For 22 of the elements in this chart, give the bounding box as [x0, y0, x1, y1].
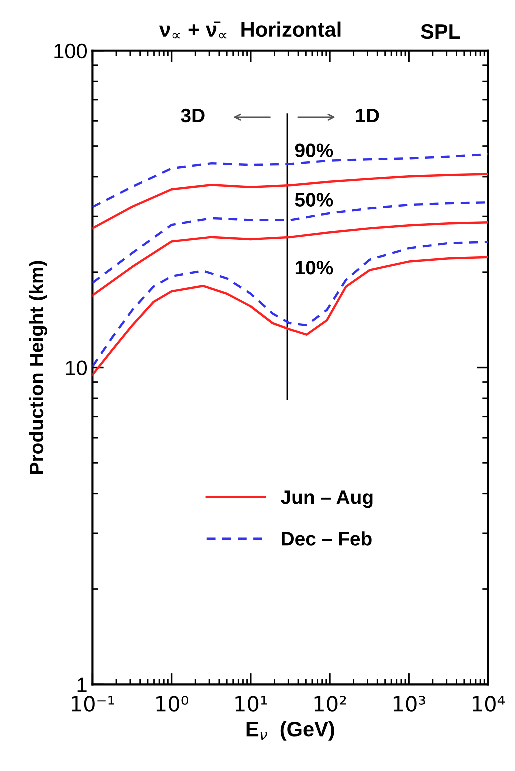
line-series [92, 222, 488, 297]
y-tick-label: 10 [66, 360, 88, 376]
legend-label: Dec – Feb [282, 532, 372, 546]
legend-label: Jun – Aug [281, 490, 373, 508]
annotation: 10% [296, 260, 334, 275]
y-axis-title: Production Height (km) [29, 261, 48, 474]
annotation: 1D [356, 109, 380, 122]
x-tick-label: 10² [314, 696, 346, 712]
annotation: 3D [181, 108, 205, 123]
x-tick-label: 10³ [394, 696, 426, 712]
chart-title: ν$_{∝}$ + ν̄$_{∝}$ Horizontal [159, 22, 341, 39]
x-tick-label: 10⁰ [156, 696, 189, 712]
chart-subtitle: SPL [421, 24, 460, 40]
annotation: 50% [295, 193, 334, 207]
annotation: 90% [295, 144, 334, 158]
x-tick-label: 10¹ [236, 696, 268, 712]
line-series [92, 173, 488, 230]
x-tick-label: 10⁻¹ [72, 696, 114, 712]
x-axis-title: E$_{ν}$ (GeV) [246, 721, 334, 741]
x-tick-label: 10⁴ [473, 696, 505, 712]
y-tick-label: 1 [78, 678, 87, 692]
y-tick-label: 100 [54, 44, 88, 59]
